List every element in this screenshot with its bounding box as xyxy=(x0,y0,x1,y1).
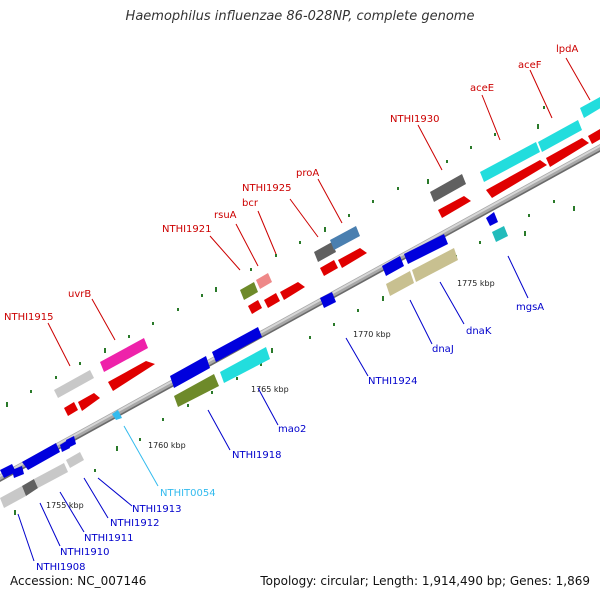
gene-label-reverse: NTHI1911 xyxy=(84,533,134,544)
gene-block xyxy=(66,452,84,468)
gene-block xyxy=(314,242,336,262)
gene-block xyxy=(580,97,600,118)
gene-label-reverse: NTHI1918 xyxy=(232,450,282,461)
topology-text: Topology: circular; Length: 1,914,490 bp… xyxy=(260,574,590,588)
gene-block xyxy=(66,436,76,448)
gene-label-forward: NTHI1921 xyxy=(162,224,212,235)
gene-block xyxy=(404,234,448,264)
gene-label-reverse: NTHI1912 xyxy=(110,518,160,529)
gene-block xyxy=(64,402,78,416)
kbp-label: 1760 kbp xyxy=(148,441,186,450)
rna-leaders xyxy=(123,425,159,487)
gene-block xyxy=(386,271,414,296)
gene-block xyxy=(588,129,600,144)
reverse-gene-blocks xyxy=(0,212,508,508)
gene-label-reverse: dnaJ xyxy=(432,344,454,355)
reverse-gene-labels: NTHI1908 NTHI1910 NTHI1911 NTHI1912 NTHI… xyxy=(36,302,544,573)
gene-block xyxy=(220,347,270,383)
gene-block xyxy=(174,374,219,407)
gene-block xyxy=(382,256,404,276)
kbp-labels: 1755 kbp 1760 kbp 1765 kbp 1770 kbp 1775… xyxy=(46,279,495,510)
gene-label-reverse: NTHI1924 xyxy=(368,376,418,387)
reverse-leaders xyxy=(17,255,529,562)
gene-label-forward: uvrB xyxy=(68,289,91,300)
kbp-label: 1770 kbp xyxy=(353,330,391,339)
gene-block xyxy=(320,260,338,276)
gene-block xyxy=(12,466,24,478)
gene-label-forward: aceE xyxy=(470,83,494,94)
gene-block xyxy=(412,248,458,282)
gene-label-forward: proA xyxy=(296,168,319,179)
gene-block xyxy=(538,120,582,152)
gene-block xyxy=(280,282,305,300)
gene-label-forward: aceF xyxy=(518,60,542,71)
genome-backbone xyxy=(0,144,600,482)
gene-block xyxy=(338,248,367,268)
accession-text: Accession: NC_007146 xyxy=(10,574,147,588)
gene-block xyxy=(248,300,262,314)
gene-block xyxy=(78,393,100,411)
gene-block xyxy=(256,273,272,289)
gene-block xyxy=(546,138,589,167)
gene-block xyxy=(486,212,498,226)
gene-label-forward: bcr xyxy=(242,198,259,209)
gene-block xyxy=(108,361,155,391)
gene-label-forward: rsuA xyxy=(214,210,237,221)
gene-block xyxy=(240,282,258,300)
gene-block xyxy=(34,463,68,488)
gene-block xyxy=(0,486,26,508)
gene-block xyxy=(264,293,280,308)
gene-block xyxy=(480,142,540,182)
gene-block xyxy=(100,338,148,372)
gene-block xyxy=(438,196,471,218)
gene-label-forward: lpdA xyxy=(556,44,578,55)
gene-block xyxy=(492,226,508,242)
gene-block xyxy=(430,174,466,202)
gene-block xyxy=(22,443,60,470)
gene-label-rna: NTHIT0054 xyxy=(160,488,216,499)
gene-block xyxy=(212,327,262,362)
gene-label-reverse: dnaK xyxy=(466,326,492,337)
forward-leaders xyxy=(47,57,591,367)
rna-gene-labels: NTHIT0054 xyxy=(160,488,216,499)
gene-label-forward: NTHI1915 xyxy=(4,312,54,323)
forward-gene-blocks xyxy=(54,97,600,416)
kbp-label: 1775 kbp xyxy=(457,279,495,288)
gene-block xyxy=(112,410,122,420)
gene-block xyxy=(330,226,360,250)
gene-block xyxy=(0,464,16,478)
gene-label-reverse: mgsA xyxy=(516,302,544,313)
gene-block xyxy=(22,479,38,496)
gene-label-reverse: mao2 xyxy=(278,424,306,435)
gene-block xyxy=(486,160,547,198)
kbp-label: 1755 kbp xyxy=(46,501,84,510)
gene-block xyxy=(170,356,210,388)
gene-label-forward: NTHI1925 xyxy=(242,183,292,194)
gene-block xyxy=(54,370,94,398)
gene-block xyxy=(320,292,336,308)
gene-label-reverse: NTHI1913 xyxy=(132,504,182,515)
gene-label-forward: NTHI1930 xyxy=(390,114,440,125)
forward-gene-labels: NTHI1915 uvrB NTHI1921 rsuA bcr NTHI1925… xyxy=(4,44,578,323)
kbp-label: 1765 kbp xyxy=(251,385,289,394)
tick-marks xyxy=(6,106,575,515)
gene-label-reverse: NTHI1910 xyxy=(60,547,110,558)
gene-label-reverse: NTHI1908 xyxy=(36,562,86,573)
map-title: Haemophilus influenzae 86-028NP, complet… xyxy=(125,9,475,24)
